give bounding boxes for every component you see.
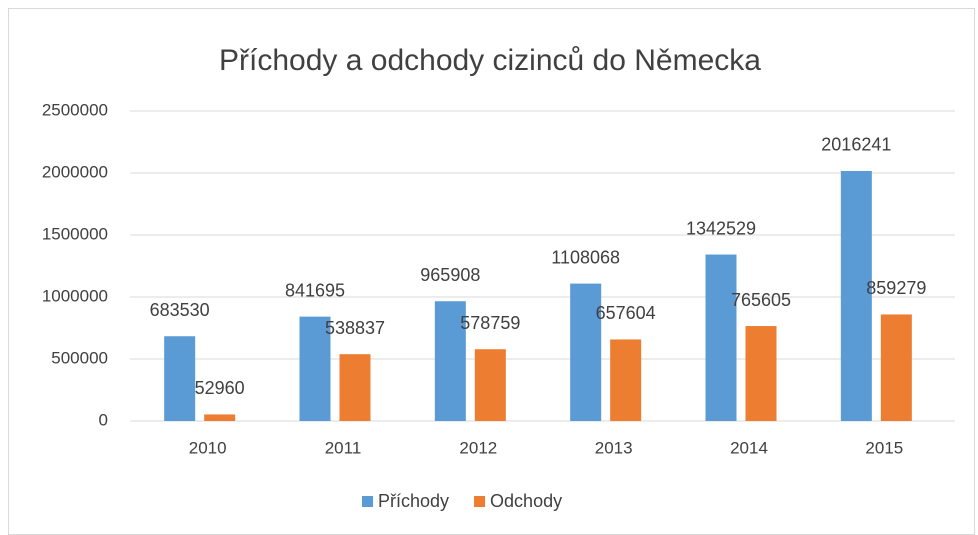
bar [570, 283, 602, 421]
bar [204, 414, 236, 421]
x-tick-label: 2013 [595, 438, 633, 457]
y-tick-label: 2500000 [42, 100, 108, 119]
x-tick-label: 2011 [325, 438, 362, 457]
bar [164, 336, 196, 421]
value-label: 1108068 [551, 247, 620, 267]
bar [434, 301, 466, 421]
value-label: 52960 [195, 378, 245, 398]
x-tick-label: 2012 [459, 438, 497, 457]
bar [474, 349, 506, 421]
x-tick-label: 2015 [865, 438, 903, 457]
value-label: 965908 [420, 265, 480, 285]
legend-swatch [362, 496, 373, 507]
y-tick-label: 0 [99, 410, 108, 429]
value-label: 1342529 [686, 218, 756, 238]
chart-title: Příchody a odchody cizinců do Německa [219, 44, 761, 77]
value-label: 657604 [596, 303, 656, 323]
legend-label: Příchody [378, 491, 449, 511]
x-tick-label: 2010 [189, 438, 227, 457]
bar [745, 326, 777, 421]
y-tick-label: 1500000 [42, 224, 108, 243]
y-tick-label: 2000000 [42, 162, 108, 181]
bar [840, 170, 872, 421]
chart-frame [8, 8, 975, 535]
bar [610, 339, 642, 421]
bar [339, 354, 371, 421]
value-label: 2016241 [821, 135, 891, 155]
value-label: 683530 [150, 300, 210, 320]
legend-swatch [474, 496, 486, 507]
value-label: 765605 [731, 290, 791, 310]
value-label: 859279 [866, 278, 926, 298]
bar [880, 314, 912, 421]
x-tick-label: 2014 [730, 438, 768, 457]
value-label: 841695 [285, 280, 345, 300]
y-tick-label: 500000 [51, 348, 108, 367]
value-label: 578759 [460, 313, 520, 333]
bar [705, 254, 737, 421]
y-tick-label: 1000000 [42, 286, 108, 305]
value-label: 538837 [325, 318, 385, 338]
bar [299, 316, 331, 421]
legend-label: Odchody [490, 491, 562, 511]
